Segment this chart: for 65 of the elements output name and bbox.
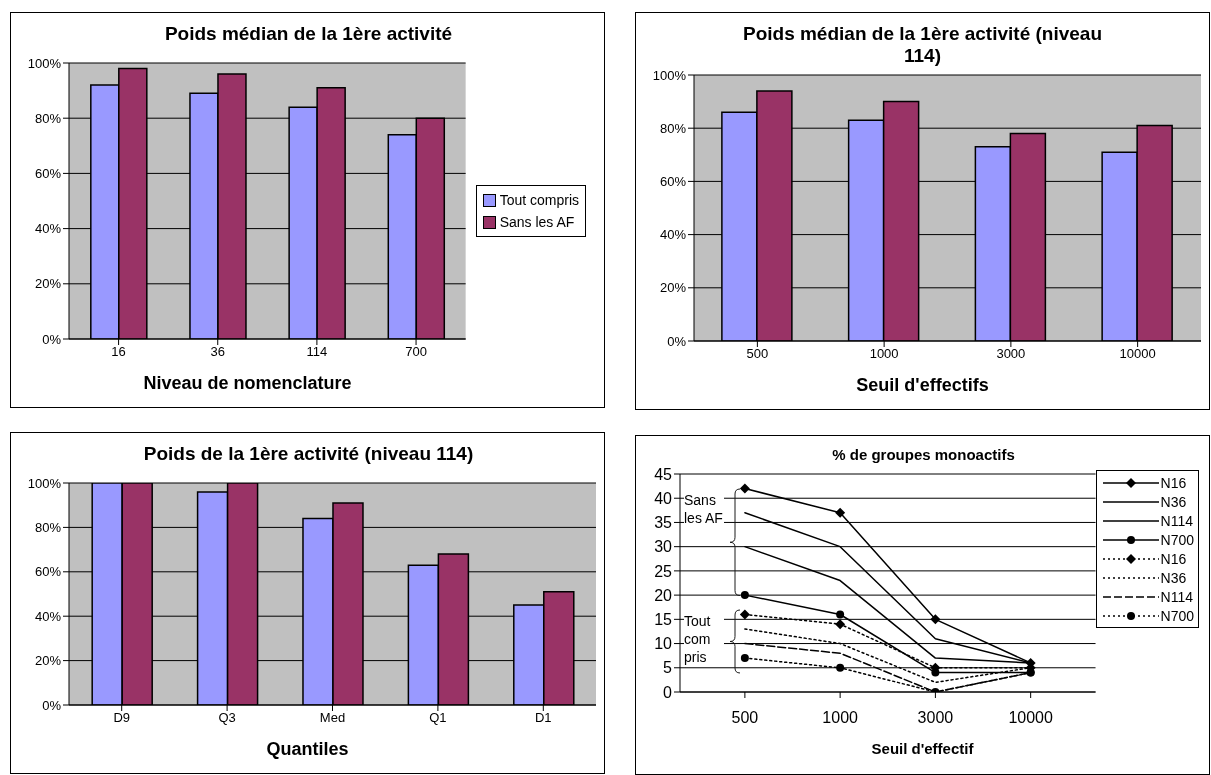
x-tick-label: 10000: [1008, 709, 1053, 727]
legend-label: N16: [1160, 474, 1187, 491]
x-tick-label: Med: [319, 710, 346, 726]
y-tick-label: 10: [654, 635, 673, 653]
y-tick-label: 0%: [42, 331, 62, 347]
legend-label: N700: [1160, 531, 1194, 548]
legend-label: N36: [1160, 493, 1187, 510]
x-tick-label: 16: [111, 344, 126, 360]
y-tick-label: 25: [654, 562, 673, 580]
legend-label: N114: [1160, 588, 1193, 605]
x-tick-label: D9: [113, 710, 131, 726]
y-tick-label: 100%: [27, 475, 62, 491]
y-tick-label: 20: [654, 586, 673, 604]
x-tick-label: 1000: [822, 709, 859, 727]
y-tick-label: 60%: [34, 564, 62, 580]
legend-label: Sans les AF: [499, 214, 575, 230]
x-axis-title: Niveau de nomenclature: [142, 373, 353, 394]
y-tick-label: 0%: [42, 697, 62, 713]
x-tick-label: 1000: [869, 346, 899, 362]
y-tick-label: 40%: [659, 227, 687, 243]
x-tick-label: D1: [534, 710, 552, 726]
y-tick-label: 20%: [34, 276, 62, 292]
y-tick-label: 40%: [34, 221, 62, 237]
x-axis-title: Seuil d'effectif: [870, 740, 975, 757]
x-axis-title: Quantiles: [265, 739, 350, 760]
x-tick-label: 3000: [917, 709, 954, 727]
y-tick-label: 0%: [667, 333, 687, 349]
y-tick-label: 100%: [27, 55, 62, 71]
y-tick-label: 100%: [652, 67, 687, 83]
y-tick-label: 45: [654, 465, 673, 483]
legend-label: N700: [1160, 607, 1194, 624]
x-tick-label: 10000: [1119, 346, 1156, 362]
legend-label: N36: [1160, 569, 1187, 586]
x-tick-label: 36: [210, 344, 225, 360]
chart-title: Poids de la 1ère activité (niveau 114): [142, 443, 475, 465]
y-tick-label: 60%: [659, 174, 687, 190]
y-tick-label: 20%: [659, 280, 687, 296]
annotation: Sans les AF: [684, 490, 724, 527]
y-tick-label: 35: [654, 514, 673, 532]
chart-title: Poids médian de la 1ère activité (niveau 114): [741, 23, 1103, 67]
x-axis-title: Seuil d'effectifs: [855, 375, 990, 396]
y-tick-label: 60%: [34, 166, 62, 182]
x-tick-label: Q1: [429, 710, 447, 726]
y-tick-label: 40: [654, 489, 673, 507]
chart-title: Poids médian de la 1ère activité: [163, 23, 454, 45]
y-tick-label: 0: [663, 683, 673, 701]
y-tick-label: 80%: [659, 120, 687, 136]
annotation: Tout com pris: [684, 611, 724, 666]
x-tick-label: 700: [405, 344, 427, 360]
x-tick-label: 500: [746, 346, 769, 362]
y-tick-label: 80%: [34, 520, 62, 536]
y-tick-label: 30: [654, 538, 673, 556]
y-tick-label: 20%: [34, 653, 62, 669]
x-tick-label: Q3: [218, 710, 236, 726]
y-tick-label: 40%: [34, 608, 62, 624]
y-tick-label: 15: [654, 611, 673, 629]
y-tick-label: 80%: [34, 110, 62, 126]
x-tick-label: 3000: [996, 346, 1026, 362]
chart-title: % de groupes monoactifs: [831, 445, 1016, 465]
legend-label: Tout compris: [499, 192, 579, 208]
legend-label: N16: [1160, 550, 1187, 567]
x-tick-label: 500: [731, 709, 759, 727]
x-tick-label: 114: [306, 344, 328, 360]
legend-label: N114: [1160, 512, 1193, 529]
y-tick-label: 5: [663, 659, 673, 677]
